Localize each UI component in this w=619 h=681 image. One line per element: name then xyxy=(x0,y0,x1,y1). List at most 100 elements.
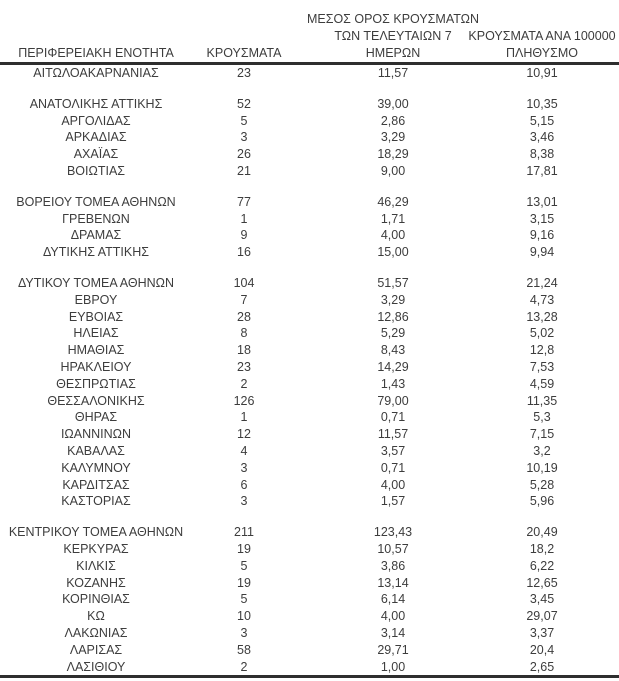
cell-avg7: 4,00 xyxy=(296,608,490,625)
cell-per100k: 4,73 xyxy=(490,292,594,309)
header-region: ΠΕΡΙΦΕΡΕΙΑΚΗ ΕΝΟΤΗΤΑ xyxy=(0,45,192,62)
cell-avg7: 3,57 xyxy=(296,443,490,460)
cell-avg7-value: 11,57 xyxy=(377,427,409,442)
cell-per100k: 10,91 xyxy=(490,65,594,82)
cell-avg7: 4,00 xyxy=(296,477,490,494)
table-row: ΔΥΤΙΚΗΣ ΑΤΤΙΚΗΣ 16 15,00 9,94 xyxy=(0,244,594,261)
table-row: ΔΡΑΜΑΣ 9 4,00 9,16 xyxy=(0,227,594,244)
cell-per100k-value: 11,35 xyxy=(526,393,558,408)
cell-cases: 5 xyxy=(192,113,296,130)
cell-cases: 26 xyxy=(192,146,296,163)
table-row: ΘΗΡΑΣ 1 0,71 5,3 xyxy=(0,409,594,426)
cell-region: ΒΟΙΩΤΙΑΣ xyxy=(0,163,192,180)
cell-cases: 7 xyxy=(192,292,296,309)
cell-region: ΔΥΤΙΚΗΣ ΑΤΤΙΚΗΣ xyxy=(0,244,192,261)
cell-avg7-value: 0,71 xyxy=(380,410,406,425)
cell-per100k-value: 3,46 xyxy=(529,130,555,145)
table-row: ΗΜΑΘΙΑΣ 18 8,43 12,8 xyxy=(0,342,594,359)
cell-region: ΚΩ xyxy=(0,608,192,625)
cell-avg7-value: 39,00 xyxy=(377,96,409,111)
cell-region-value: ΛΑΚΩΝΙΑΣ xyxy=(64,625,128,640)
cell-avg7-value: 14,29 xyxy=(377,359,409,374)
cell-region: ΗΛΕΙΑΣ xyxy=(0,325,192,342)
cell-region: ΕΒΡΟΥ xyxy=(0,292,192,309)
cell-region-value: ΛΑΡΙΣΑΣ xyxy=(69,642,123,657)
cell-avg7-value: 3,14 xyxy=(380,625,406,640)
cell-per100k-value: 12,8 xyxy=(529,343,555,358)
cell-region-value: ΑΙΤΩΛΟΑΚΑΡΝΑΝΙΑΣ xyxy=(33,66,159,80)
cell-per100k-value: 2,65 xyxy=(529,659,555,674)
cell-avg7-value: 5,29 xyxy=(380,326,406,341)
cell-cases: 126 xyxy=(192,393,296,410)
cell-cases-value: 12 xyxy=(237,427,251,442)
cell-per100k: 10,19 xyxy=(490,460,594,477)
header-rule xyxy=(0,62,619,65)
cell-cases: 4 xyxy=(192,443,296,460)
cell-per100k: 5,02 xyxy=(490,325,594,342)
cell-per100k: 3,15 xyxy=(490,211,594,228)
cell-avg7: 0,71 xyxy=(296,460,490,477)
cell-cases-value: 104 xyxy=(233,275,255,290)
cell-region-value: ΘΕΣΠΡΩΤΙΑΣ xyxy=(56,376,136,391)
cell-per100k-value: 4,59 xyxy=(529,376,555,391)
table-body: ΑΙΤΩΛΟΑΚΑΡΝΑΝΙΑΣ 23 11,57 10,91 ΑΝΑΤΟΛΙΚΗΣ Α… xyxy=(0,65,619,675)
table-row: ΒΟΡΕΙΟΥ ΤΟΜΕΑ ΑΘΗΝΩΝ 77 46,29 13,01 xyxy=(0,194,594,211)
cell-cases: 211 xyxy=(192,524,296,541)
cell-avg7-value: 2,86 xyxy=(380,113,406,128)
table-row: ΚΩ 10 4,00 29,07 xyxy=(0,608,594,625)
cell-per100k-value: 29,07 xyxy=(526,609,558,624)
cell-region-value: ΚΑΛΥΜΝΟΥ xyxy=(61,460,131,475)
cell-per100k: 13,28 xyxy=(490,309,594,326)
cell-per100k: 5,96 xyxy=(490,493,594,510)
cell-cases-value: 10 xyxy=(237,609,251,624)
header-cases-label: ΚΡΟΥΣΜΑΤΑ xyxy=(206,46,282,60)
cell-avg7: 18,29 xyxy=(296,146,490,163)
cell-avg7: 1,57 xyxy=(296,493,490,510)
cell-per100k-value: 10,35 xyxy=(526,96,558,111)
cell-region-value: ΘΕΣΣΑΛΟΝΙΚΗΣ xyxy=(47,393,145,408)
cell-cases-value: 5 xyxy=(240,558,248,573)
cell-region-value: ΙΩΑΝΝΙΝΩΝ xyxy=(60,427,132,442)
cell-avg7: 46,29 xyxy=(296,194,490,211)
cell-avg7: 3,29 xyxy=(296,292,490,309)
cell-per100k: 7,53 xyxy=(490,359,594,376)
cell-region-value: ΔΥΤΙΚΟΥ ΤΟΜΕΑ ΑΘΗΝΩΝ xyxy=(17,275,175,290)
cell-per100k-value: 5,02 xyxy=(529,326,555,341)
group-gap xyxy=(0,180,594,194)
cell-avg7-value: 12,86 xyxy=(377,309,409,324)
cell-cases-value: 26 xyxy=(237,147,251,162)
cell-per100k: 10,35 xyxy=(490,96,594,113)
cell-cases-value: 23 xyxy=(237,359,251,374)
cell-per100k-value: 10,91 xyxy=(526,66,558,80)
cell-region: ΔΡΑΜΑΣ xyxy=(0,227,192,244)
cell-per100k: 4,59 xyxy=(490,376,594,393)
cell-region: ΚΕΡΚΥΡΑΣ xyxy=(0,541,192,558)
cell-cases-value: 77 xyxy=(237,194,251,209)
cell-cases-value: 1 xyxy=(240,410,248,425)
table-row: ΚΑΛΥΜΝΟΥ 3 0,71 10,19 xyxy=(0,460,594,477)
cell-region-value: ΘΗΡΑΣ xyxy=(74,410,118,425)
cell-region: ΛΑΚΩΝΙΑΣ xyxy=(0,625,192,642)
cell-avg7-value: 0,71 xyxy=(380,460,406,475)
cell-cases-value: 21 xyxy=(237,163,251,178)
header-cases: ΚΡΟΥΣΜΑΤΑ xyxy=(192,45,296,62)
cell-avg7-value: 4,00 xyxy=(380,609,406,624)
table-row: ΑΡΚΑΔΙΑΣ 3 3,29 3,46 xyxy=(0,129,594,146)
cell-per100k-value: 3,37 xyxy=(529,625,555,640)
cell-cases: 3 xyxy=(192,493,296,510)
cell-avg7: 0,71 xyxy=(296,409,490,426)
cell-region: ΓΡΕΒΕΝΩΝ xyxy=(0,211,192,228)
cell-avg7: 12,86 xyxy=(296,309,490,326)
cell-avg7: 10,57 xyxy=(296,541,490,558)
cell-region-value: ΑΝΑΤΟΛΙΚΗΣ ΑΤΤΙΚΗΣ xyxy=(29,96,163,111)
cell-per100k: 5,15 xyxy=(490,113,594,130)
cell-avg7-value: 9,00 xyxy=(380,163,406,178)
table-row: ΚΕΡΚΥΡΑΣ 19 10,57 18,2 xyxy=(0,541,594,558)
cell-per100k-value: 6,22 xyxy=(529,558,555,573)
cell-per100k: 7,15 xyxy=(490,426,594,443)
cell-avg7: 3,86 xyxy=(296,558,490,575)
cell-avg7-value: 8,43 xyxy=(380,343,406,358)
cell-region-value: ΛΑΣΙΘΙΟΥ xyxy=(66,659,126,674)
cell-avg7: 13,14 xyxy=(296,575,490,592)
